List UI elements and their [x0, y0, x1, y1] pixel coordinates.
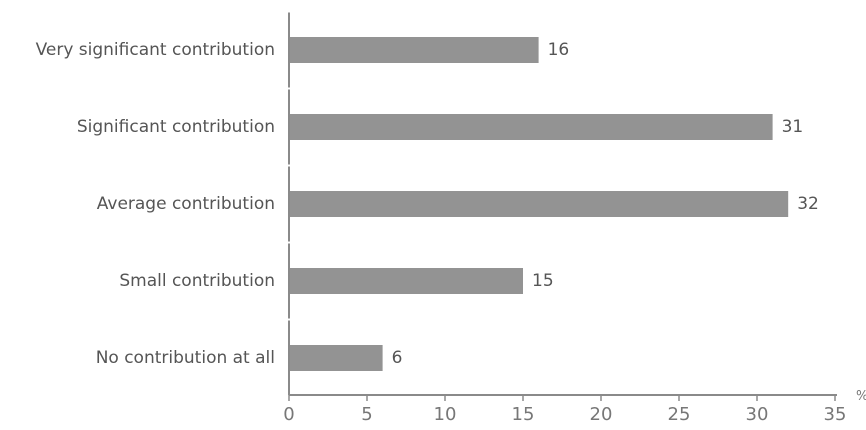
axis-layer: 0 5 10 15 20 25 30 35%	[283, 10, 866, 425]
category-label: Average contribution	[97, 194, 275, 214]
bar	[289, 114, 773, 140]
value-label: 31	[782, 117, 804, 137]
x-tick-label: 0	[283, 404, 294, 425]
x-tick-label: 25	[668, 404, 691, 425]
value-label: 16	[548, 40, 570, 60]
bar	[289, 345, 383, 371]
value-label: 6	[392, 348, 403, 368]
value-label: 32	[797, 194, 819, 214]
x-tick-label: 15	[512, 404, 535, 425]
bars-layer	[289, 37, 789, 371]
bar	[289, 268, 523, 294]
x-tick-label: 35	[824, 404, 847, 425]
category-label: Very significant contribution	[36, 40, 275, 60]
labels-layer: Very significant contribution 16 Significa…	[36, 40, 819, 368]
x-tick-label: 20	[590, 404, 613, 425]
bar	[289, 191, 789, 217]
value-label: 15	[532, 271, 554, 291]
bar	[289, 37, 539, 63]
category-label: Small contribution	[119, 271, 275, 291]
x-tick-label: 10	[434, 404, 457, 425]
category-label: No contribution at all	[96, 348, 275, 368]
x-tick-label: 30	[746, 404, 769, 425]
x-axis-unit-label: %	[856, 389, 866, 404]
x-tick-label: 5	[361, 404, 372, 425]
category-label: Significant contribution	[77, 117, 275, 137]
